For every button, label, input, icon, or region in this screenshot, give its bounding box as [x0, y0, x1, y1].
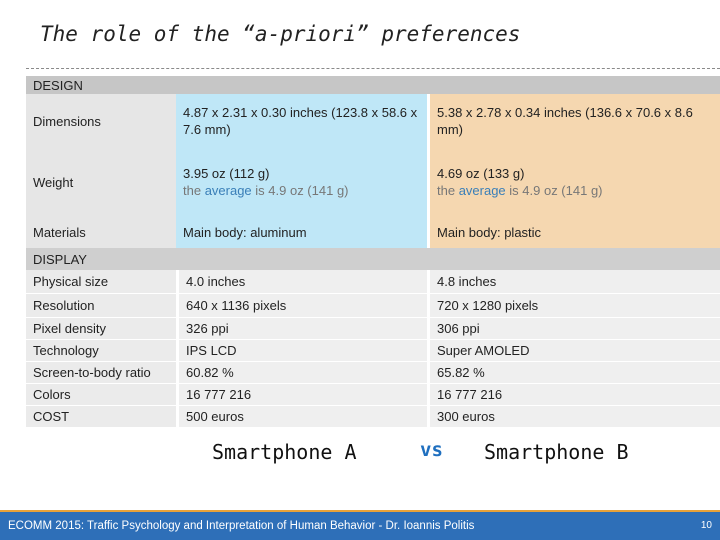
- smartphone-b-label: Smartphone B: [484, 440, 629, 464]
- row-label: Dimensions: [26, 94, 176, 148]
- weight-average-note: the average is 4.9 oz (141 g): [437, 183, 603, 198]
- row-label: Pixel density: [26, 318, 176, 340]
- weight-value: 3.95 oz (112 g): [183, 166, 270, 181]
- title-divider: [26, 68, 720, 69]
- display-section-header: DISPLAY: [26, 248, 720, 270]
- table-row: Materials Main body: aluminum Main body:…: [26, 216, 720, 248]
- phone-a-value: 326 ppi: [176, 318, 427, 340]
- phone-a-value: 500 euros: [176, 406, 427, 428]
- phone-b-value: 306 ppi: [427, 318, 720, 340]
- footer-text: ECOMM 2015: Traffic Psychology and Inter…: [8, 520, 475, 532]
- weight-value: 4.69 oz (133 g): [437, 166, 525, 181]
- row-label: Screen-to-body ratio: [26, 362, 176, 384]
- phone-a-value: 60.82 %: [176, 362, 427, 384]
- phone-b-value: 65.82 %: [427, 362, 720, 384]
- row-label: Resolution: [26, 294, 176, 318]
- phone-a-value: 4.87 x 2.31 x 0.30 inches (123.8 x 58.6 …: [176, 94, 427, 148]
- phone-a-value: IPS LCD: [176, 340, 427, 362]
- phone-b-value: Super AMOLED: [427, 340, 720, 362]
- phone-b-value: 4.69 oz (133 g) the average is 4.9 oz (1…: [427, 148, 720, 216]
- slide-title: The role of the “a-priori” preferences: [40, 22, 521, 46]
- phone-b-value: 720 x 1280 pixels: [427, 294, 720, 318]
- table-row: Resolution 640 x 1136 pixels 720 x 1280 pi…: [26, 294, 720, 318]
- phone-b-value: 300 euros: [427, 406, 720, 428]
- phone-a-value: Main body: aluminum: [176, 216, 427, 248]
- slide-footer: ECOMM 2015: Traffic Psychology and Inter…: [0, 510, 720, 540]
- table-row: Dimensions 4.87 x 2.31 x 0.30 inches (12…: [26, 94, 720, 148]
- phone-b-value: 4.8 inches: [427, 270, 720, 294]
- phone-b-value: 16 777 216: [427, 384, 720, 406]
- row-label: COST: [26, 406, 176, 428]
- phone-a-value: 640 x 1136 pixels: [176, 294, 427, 318]
- table-row: COST 500 euros 300 euros: [26, 406, 720, 428]
- table-row: Screen-to-body ratio 60.82 % 65.82 %: [26, 362, 720, 384]
- phone-a-value: 3.95 oz (112 g) the average is 4.9 oz (1…: [176, 148, 427, 216]
- phone-a-value: 4.0 inches: [176, 270, 427, 294]
- row-label: Materials: [26, 216, 176, 248]
- smartphone-a-label: Smartphone A: [212, 440, 357, 464]
- table-row: Pixel density 326 ppi 306 ppi: [26, 318, 720, 340]
- row-label: Physical size: [26, 270, 176, 294]
- table-row: Colors 16 777 216 16 777 216: [26, 384, 720, 406]
- phone-b-value: 5.38 x 2.78 x 0.34 inches (136.6 x 70.6 …: [427, 94, 720, 148]
- page-number: 10: [700, 520, 712, 531]
- weight-average-note: the average is 4.9 oz (141 g): [183, 183, 349, 198]
- row-label: Weight: [26, 148, 176, 216]
- table-row: Weight 3.95 oz (112 g) the average is 4.…: [26, 148, 720, 216]
- phone-a-value: 16 777 216: [176, 384, 427, 406]
- phone-b-value: Main body: plastic: [427, 216, 720, 248]
- table-row: Physical size 4.0 inches 4.8 inches: [26, 270, 720, 294]
- row-label: Technology: [26, 340, 176, 362]
- table-row: Technology IPS LCD Super AMOLED: [26, 340, 720, 362]
- row-label: Colors: [26, 384, 176, 406]
- versus-label: vs: [420, 439, 443, 461]
- design-section-header: DESIGN: [26, 76, 720, 94]
